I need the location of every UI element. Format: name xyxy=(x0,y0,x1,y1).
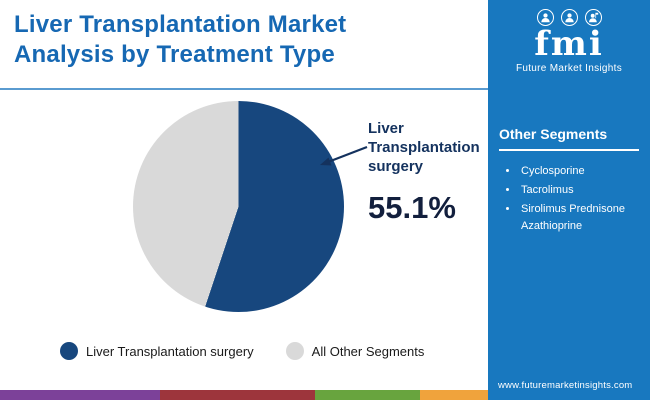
person-flag-icon xyxy=(584,9,602,26)
logo-wordmark: fmi xyxy=(534,24,604,64)
strip-segment xyxy=(160,390,315,400)
strip-segment xyxy=(420,390,488,400)
pie-callout-label: Liver Transplantation surgery xyxy=(368,120,480,175)
legend-item: Liver Transplantation surgery xyxy=(60,342,254,360)
list-item: Sirolimus Prednisone Azathioprine xyxy=(519,201,639,235)
page-title-line1: Liver Transplantation Market xyxy=(14,11,347,38)
callout-arrow-icon xyxy=(320,145,368,166)
bottom-color-strip xyxy=(0,390,488,400)
pie-chart xyxy=(133,101,344,312)
legend-swatch xyxy=(60,342,78,360)
strip-segment xyxy=(0,390,160,400)
legend-label: Liver Transplantation surgery xyxy=(86,343,254,359)
legend-item: All Other Segments xyxy=(285,342,425,360)
other-segments-list: Cyclosporine Tacrolimus Sirolimus Predni… xyxy=(519,163,639,235)
legend-swatch xyxy=(285,342,304,360)
other-segments-title: Other Segments xyxy=(499,126,639,152)
list-item: Cyclosporine xyxy=(519,163,639,180)
list-item: Tacrolimus xyxy=(519,182,639,199)
page-title: Liver Transplantation Market Analysis by… xyxy=(14,10,488,70)
person-icon xyxy=(560,9,578,26)
logo-subtitle: Future Market Insights xyxy=(515,63,623,75)
other-segments-section: Other Segments Cyclosporine Tacrolimus S… xyxy=(499,126,639,235)
logo-icons xyxy=(488,9,650,26)
person-icon xyxy=(536,9,554,26)
brand-sidebar: fmi Future Market Insights Other Segment… xyxy=(488,0,650,400)
page-title-line2: Analysis by Treatment Type xyxy=(14,41,335,68)
strip-segment xyxy=(315,390,420,400)
website-link[interactable]: www.futuremarketinsights.com xyxy=(498,380,633,391)
fmi-logo: fmi Future Market Insights xyxy=(488,9,650,74)
header: Liver Transplantation Market Analysis by… xyxy=(0,0,488,90)
chart-legend: Liver Transplantation surgery All Other … xyxy=(60,342,424,360)
pie-callout-value: 55.1% xyxy=(368,190,456,225)
legend-label: All Other Segments xyxy=(311,343,425,359)
